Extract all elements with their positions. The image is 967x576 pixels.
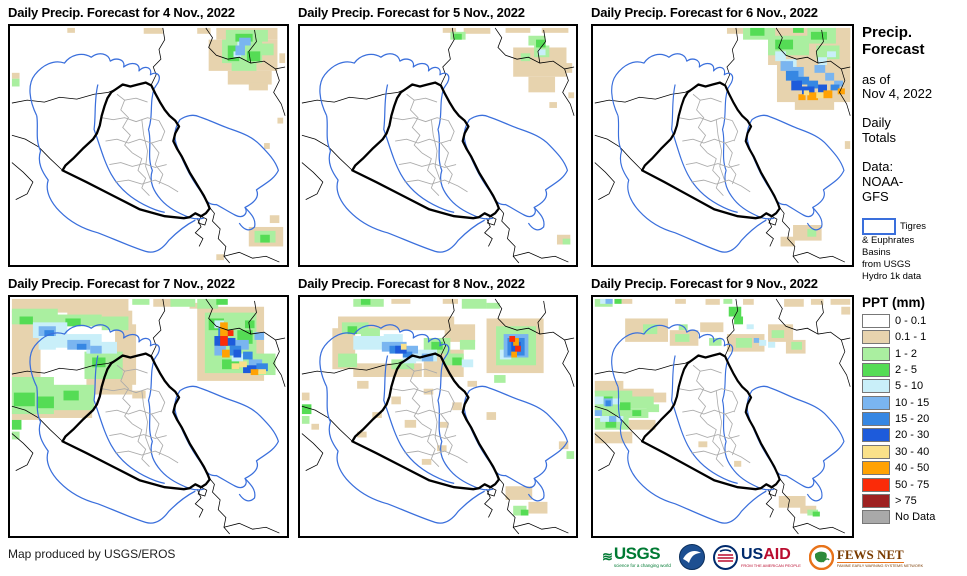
- legend-label: No Data: [895, 511, 936, 524]
- legend-row: 1 - 2: [862, 345, 964, 361]
- precip-cells: [726, 27, 851, 247]
- legend-swatch: [862, 412, 890, 427]
- basin-outline-swatch: [862, 218, 896, 236]
- forecast-panel: Daily Precip. Forecast for 5 Nov., 2022: [298, 4, 578, 267]
- panel-title: Daily Precip. Forecast for 8 Nov., 2022: [298, 276, 525, 291]
- legend-label: 50 - 75: [895, 478, 930, 491]
- credit-text: Map produced by USGS/EROS: [8, 547, 176, 561]
- basin-key-line: Hydro 1k data: [862, 270, 922, 282]
- sidebar: Precip. Forecast as of Nov 4, 2022 Daily…: [862, 24, 964, 526]
- legend-swatch: [862, 494, 890, 509]
- legend-label: > 75: [895, 495, 917, 508]
- legend-label: 0.1 - 1: [895, 331, 927, 344]
- forecast-panel: Daily Precip. Forecast for 4 Nov., 2022: [8, 4, 289, 267]
- legend-swatch: [862, 395, 890, 410]
- legend-swatch: [862, 330, 890, 345]
- basin-key-lines: & Euphrates Basins from USGS Hydro 1k data: [862, 235, 964, 283]
- precip-map: [298, 24, 578, 267]
- fewsnet-logo: FEWS NET FAMINE EARLY WARNING SYSTEMS NE…: [808, 544, 923, 570]
- legend-row: 0.1 - 1: [862, 329, 964, 345]
- legend-row: 50 - 75: [862, 476, 964, 492]
- totals-block: Daily Totals: [862, 115, 896, 146]
- noaa-seal-icon: [678, 544, 705, 570]
- legend-row: 20 - 30: [862, 427, 964, 443]
- legend-row: 2 - 5: [862, 362, 964, 378]
- legend-swatch: [862, 461, 890, 476]
- usaid-seal-icon: [712, 544, 738, 570]
- precip-map: [8, 24, 289, 267]
- legend-swatch: [862, 444, 890, 459]
- fewsnet-globe-icon: [808, 544, 834, 570]
- forecast-panel: Daily Precip. Forecast for 8 Nov., 2022: [298, 275, 578, 538]
- precip-legend: 0 - 0.1 0.1 - 1 1 - 2 2 - 5 5 - 10 10 - 15 15 …: [862, 313, 964, 526]
- sidebar-title: Precip. Forecast: [862, 24, 925, 59]
- usgs-logo: ≋ USGS science for a changing world: [602, 544, 671, 569]
- legend-swatch: [862, 379, 890, 394]
- legend-swatch: [862, 346, 890, 361]
- legend-swatch: [862, 362, 890, 377]
- forecast-panel: Daily Precip. Forecast for 7 Nov., 2022: [8, 275, 289, 538]
- forecast-panel: Daily Precip. Forecast for 6 Nov., 2022: [591, 4, 854, 267]
- data-source-block: Data: NOAA- GFS: [862, 159, 904, 205]
- legend-swatch: [862, 428, 890, 443]
- basin-key-line: & Euphrates: [862, 235, 915, 247]
- basin-key-line: Basins: [862, 246, 891, 258]
- noaa-logo: [678, 544, 705, 570]
- precip-cells: [11, 27, 286, 261]
- precip-map: [8, 295, 289, 538]
- legend-swatch: [862, 510, 890, 525]
- precip-map: [298, 295, 578, 538]
- legend-row: 0 - 0.1: [862, 313, 964, 329]
- legend-row: 15 - 20: [862, 411, 964, 427]
- panel-title: Daily Precip. Forecast for 4 Nov., 2022: [8, 5, 235, 20]
- panel-title: Daily Precip. Forecast for 5 Nov., 2022: [298, 5, 525, 20]
- legend-title: PPT (mm): [862, 294, 926, 310]
- precip-cells: [442, 27, 575, 245]
- legend-label: 10 - 15: [895, 396, 930, 409]
- legend-label: 20 - 30: [895, 429, 930, 442]
- legend-label: 2 - 5: [895, 363, 918, 376]
- legend-label: 30 - 40: [895, 445, 930, 458]
- panel-title: Daily Precip. Forecast for 9 Nov., 2022: [591, 276, 818, 291]
- precip-map: [591, 24, 854, 267]
- panel-title: Daily Precip. Forecast for 6 Nov., 2022: [591, 5, 818, 20]
- precip-cells: [11, 298, 276, 440]
- legend-row: > 75: [862, 493, 964, 509]
- legend-swatch: [862, 477, 890, 492]
- precip-map: [591, 295, 854, 538]
- legend-label: 5 - 10: [895, 380, 924, 393]
- forecast-panel: Daily Precip. Forecast for 9 Nov., 2022: [591, 275, 854, 538]
- panel-title: Daily Precip. Forecast for 7 Nov., 2022: [8, 276, 235, 291]
- usgs-wave-icon: ≋: [602, 549, 613, 564]
- precip-cells: [594, 298, 851, 517]
- legend-label: 40 - 50: [895, 462, 930, 475]
- usaid-logo: USAID FROM THE AMERICAN PEOPLE: [712, 544, 801, 570]
- legend-row: 30 - 40: [862, 444, 964, 460]
- legend-row: 5 - 10: [862, 378, 964, 394]
- as-of-block: as of Nov 4, 2022: [862, 71, 933, 102]
- legend-label: 15 - 20: [895, 413, 930, 426]
- agency-logos: ≋ USGS science for a changing world USAI…: [602, 541, 923, 573]
- basin-key: Tigres & Euphrates Basins from USGS Hydro 1…: [862, 218, 964, 283]
- basin-key-line: from USGS: [862, 258, 911, 270]
- legend-swatch: [862, 313, 890, 328]
- legend-label: 0 - 0.1: [895, 314, 927, 327]
- legend-label: 1 - 2: [895, 347, 918, 360]
- legend-row: 40 - 50: [862, 460, 964, 476]
- legend-row: No Data: [862, 509, 964, 525]
- legend-row: 10 - 15: [862, 395, 964, 411]
